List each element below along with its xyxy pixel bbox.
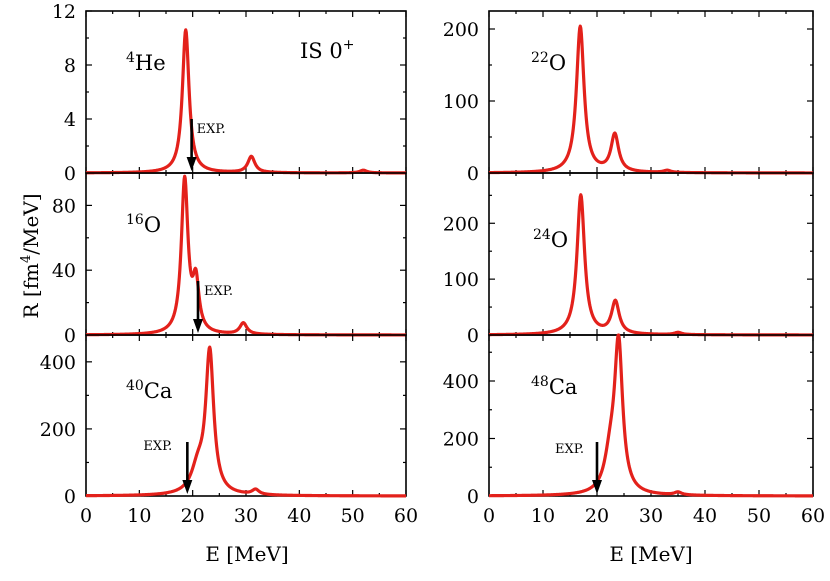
nucleus-symbol: Ca <box>549 375 578 399</box>
y-tick-label: 0 <box>64 486 76 508</box>
nucleus-symbol: O <box>144 213 161 237</box>
y-tick-label: 200 <box>443 19 479 41</box>
y-tick-label: 100 <box>443 269 479 291</box>
x-tick-label: 40 <box>693 505 717 527</box>
nucleus-label: 4He <box>126 50 166 75</box>
y-tick-label: 80 <box>52 195 76 217</box>
exp-arrow-head <box>193 319 203 333</box>
y-tick-label: 0 <box>64 163 76 185</box>
x-axis-title-right: E [MeV] <box>609 542 692 566</box>
panel-frame <box>85 172 407 336</box>
y-tick-label: 4 <box>64 109 76 131</box>
panel-right-middle: 0 100 200 24O <box>443 172 815 347</box>
panel-frame <box>85 334 407 497</box>
nucleus-label: 22O <box>531 50 566 75</box>
panel-frame <box>488 172 814 336</box>
y-tick-label: 400 <box>443 371 479 393</box>
x-tick-label: 0 <box>80 505 92 527</box>
nucleus-symbol: O <box>549 51 566 75</box>
strength-curve-o16 <box>84 174 408 337</box>
x-tick-label: 40 <box>287 505 311 527</box>
panel-right-bottom: 0 10 20 30 40 50 60 0 200 400 48Ca EXP. <box>443 333 825 527</box>
y-tick-label: 12 <box>52 1 76 23</box>
panel-frame <box>488 334 814 497</box>
y-tick-label: 200 <box>443 429 479 451</box>
strength-curve-ca40 <box>84 345 408 498</box>
nucleus-mass: 24 <box>533 227 551 243</box>
panel-frame <box>85 10 407 174</box>
y-axis-title: R [fm4/MeV] <box>19 193 43 318</box>
exp-arrow-head <box>182 480 193 494</box>
nucleus-symbol: O <box>551 228 568 252</box>
annotation-is0plus: IS 0+ <box>300 37 354 63</box>
exp-arrow-head <box>592 480 602 494</box>
nucleus-label: 40Ca <box>126 378 172 403</box>
nucleus-label: 48Ca <box>531 374 577 399</box>
y-tick-label: 400 <box>40 352 76 374</box>
x-tick-label: 10 <box>127 505 151 527</box>
x-tick-label: 20 <box>585 505 609 527</box>
nucleus-mass: 16 <box>126 212 144 228</box>
panel-left-middle: 0 40 80 16O EXP. <box>52 172 408 347</box>
x-tick-label: 0 <box>483 505 495 527</box>
exp-label: EXP. <box>143 439 172 454</box>
y-tick-label: 200 <box>443 213 479 235</box>
annotation-main: IS 0 <box>300 39 343 63</box>
exp-label: EXP. <box>204 284 233 299</box>
y-tick-label: 0 <box>64 325 76 347</box>
x-tick-label: 50 <box>341 505 365 527</box>
x-tick-label: 30 <box>639 505 663 527</box>
x-tick-label: 30 <box>234 505 258 527</box>
nucleus-mass: 22 <box>531 50 549 66</box>
nucleus-symbol: He <box>135 51 166 75</box>
y-axis-title-prefix: R [fm <box>19 263 43 319</box>
panel-right-top: 0 100 200 22O <box>443 10 815 185</box>
exp-arrow-head <box>186 157 197 171</box>
strength-curve-ca48 <box>487 333 815 498</box>
x-tick-label: 50 <box>747 505 771 527</box>
exp-label: EXP. <box>197 122 226 137</box>
nucleus-mass: 48 <box>531 374 549 390</box>
y-axis-title-sup: 4 <box>19 255 34 263</box>
y-tick-label: 100 <box>443 91 479 113</box>
y-tick-label: 40 <box>52 260 76 282</box>
x-tick-label: 20 <box>181 505 205 527</box>
annotation-sup: + <box>343 37 355 53</box>
x-tick-label: 10 <box>531 505 555 527</box>
exp-label: EXP. <box>555 442 584 457</box>
x-axis-title-left: E [MeV] <box>205 542 288 566</box>
nucleus-mass: 4 <box>126 50 135 66</box>
strength-curve-o24 <box>487 193 815 337</box>
panel-frame <box>488 10 814 174</box>
x-tick-label: 60 <box>394 505 418 527</box>
nucleus-symbol: Ca <box>144 379 173 403</box>
nucleus-label: 24O <box>533 227 568 252</box>
y-tick-label: 200 <box>40 419 76 441</box>
y-tick-label: 0 <box>467 486 479 508</box>
y-tick-label: 8 <box>64 55 76 77</box>
nucleus-label: 16O <box>126 212 161 237</box>
nucleus-mass: 40 <box>126 378 144 394</box>
y-axis-title-suffix: /MeV] <box>19 193 43 254</box>
y-tick-label: 0 <box>467 325 479 347</box>
strength-curve-o22 <box>487 24 815 175</box>
x-tick-label: 60 <box>801 505 825 527</box>
y-tick-label: 0 <box>467 163 479 185</box>
